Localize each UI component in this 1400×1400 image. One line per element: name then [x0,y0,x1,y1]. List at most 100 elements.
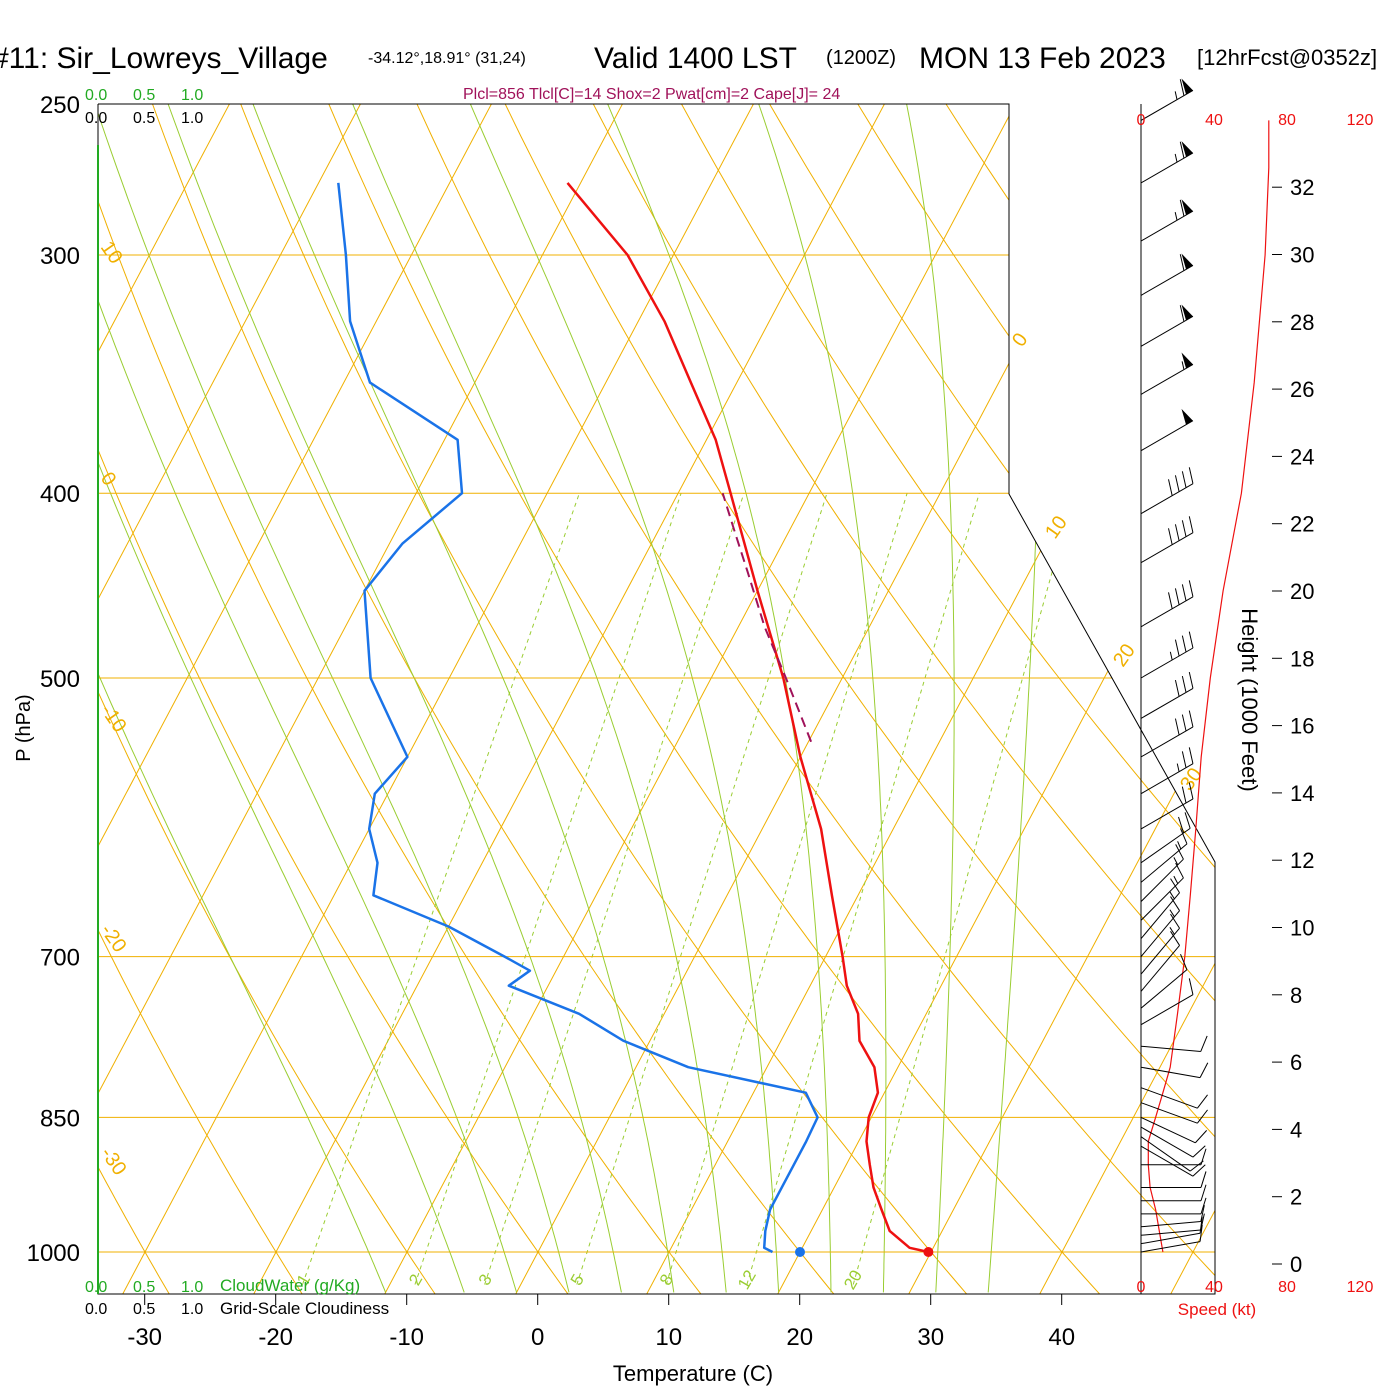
dry-adiabat-line [98,104,307,1294]
wind-barb-staff [1140,726,1194,758]
wind-barb-half-flag [1176,763,1180,772]
cloudwater-bottom-tick-2: 1.0 [181,1279,203,1296]
height-tick-label: 4 [1290,1117,1302,1142]
wind-barb [1140,141,1194,184]
isotherm-lines [98,104,1215,1294]
wind-barb-half-flag [1173,857,1179,866]
wind-barb-pennant [1181,352,1193,369]
height-tick-label: 12 [1290,848,1314,873]
wind-barb-flag [1170,913,1180,929]
mixing-ratio-label: 2 [405,1271,426,1289]
mixing-ratio-label: 5 [567,1271,588,1289]
moist-adiabat-line [455,104,780,1293]
wind-barb [1140,1213,1205,1236]
speed-axis-label: Speed (kt) [1178,1300,1256,1319]
wind-barb-flag [1200,1213,1205,1231]
cloudiness-tick-1: 0.5 [133,110,155,127]
wind-barb [1140,352,1194,395]
wind-barb-flag [1184,812,1191,829]
wind-barb [1141,1171,1207,1188]
speed-bottom-tick-3: 120 [1347,1279,1374,1296]
speed-top-tick-3: 120 [1347,112,1374,129]
cloudiness-bottom-tick-2: 1.0 [181,1301,203,1318]
wind-barb [1140,913,1180,975]
wind-barb [1140,1035,1208,1052]
mixing-ratio-line [746,493,980,1285]
wind-barb-flag [1168,592,1173,609]
speed-bottom-tick-1: 40 [1205,1279,1223,1296]
wind-barb-flag [1199,1224,1203,1242]
wind-barb-flag [1179,199,1185,217]
wind-barb [1141,1197,1207,1215]
pressure-tick-label: 250 [40,92,80,119]
dry-adiabat-line [401,104,1215,1294]
wind-barb-staff [1140,843,1188,883]
wind-barb-flag [1188,671,1194,689]
wind-barb-staff [1140,152,1194,184]
wind-barbs [1140,78,1209,1253]
wind-barb-pennant [1181,253,1193,270]
wind-barb [1140,844,1184,902]
station-coords: -34.12°,18.91° (31,24) [368,50,526,67]
wind-barb-pennant [1181,199,1193,216]
wind-barb [1140,1126,1206,1158]
wind-barb [1140,1216,1203,1245]
mixing-ratio-line [302,493,580,1285]
wind-barb-flag [1174,524,1180,541]
x-axis-title: Temperature (C) [613,1361,773,1386]
cloudiness-label: Grid-Scale Cloudiness [220,1299,389,1318]
wind-barb-half-flag [1174,153,1178,163]
wind-barb [1141,1148,1207,1166]
wind-barb-flag [1199,1062,1209,1078]
wind-barb-pennant [1181,408,1193,425]
cloudiness-bottom-tick-0: 0.0 [85,1301,107,1318]
pressure-tick-label: 400 [40,481,80,508]
surface-temperature-marker [923,1247,934,1257]
mixing-ratio-lines: 1 2 3 5 8 12 20 [293,493,1075,1293]
wind-barb [1140,862,1184,921]
isotherm-line [380,104,1034,1294]
dry-adiabat-line [488,104,1215,1294]
mixing-ratio-line [665,493,908,1285]
wind-barb-staff [1140,483,1194,515]
isotherm-line [904,104,1215,1294]
height-tick-label: 24 [1290,444,1314,469]
dry-adiabat-line [98,104,440,1294]
isobar-lines [98,254,1215,1253]
moist-adiabat-line [98,104,518,1293]
wind-barb-flag [1181,751,1187,768]
height-tick-label: 16 [1290,714,1314,739]
wind-barb-flag [1181,635,1187,653]
wind-barb-staff [1140,1136,1191,1172]
isotherm-label: 10 [96,237,127,268]
height-tick-label: 10 [1290,916,1314,941]
wind-barb-flag [1181,471,1187,488]
isotherm-label: 20 [1109,640,1140,671]
speed-bottom-tick-2: 80 [1278,1279,1296,1296]
wind-barb-staff [1140,315,1194,347]
wind-barb-flag [1168,479,1173,496]
wind-barb-staff [1140,798,1194,830]
x-tick-label: -20 [258,1324,293,1351]
wind-barb-half-flag [1169,909,1175,918]
wind-barb-flag [1195,1130,1208,1144]
wind-barb-pennant [1181,78,1193,95]
wind-barb-staff [1140,1221,1201,1228]
wind-barb-flag [1196,1109,1208,1124]
wind-barb [1140,631,1194,679]
wind-barb-staff [1140,877,1184,921]
wind-barb-staff [1140,1229,1201,1236]
cloudwater-tick-1: 0.5 [133,87,155,104]
moist-adiabat-line [98,104,387,1293]
wind-barb-staff [1140,1087,1198,1109]
wind-barb-flag [1200,1197,1207,1215]
dry-adiabat-line [140,104,840,1294]
wind-barb-flag [1200,1171,1207,1188]
moist-adiabat-line [987,104,1041,1293]
wind-barb-flag [1175,844,1184,860]
dry-adiabat-line [98,104,573,1294]
moist-adiabat-line [746,104,887,1293]
pressure-tick-label: 1000 [27,1240,80,1267]
wind-barb-flag [1170,896,1180,911]
wind-barb-flag [1179,79,1185,96]
